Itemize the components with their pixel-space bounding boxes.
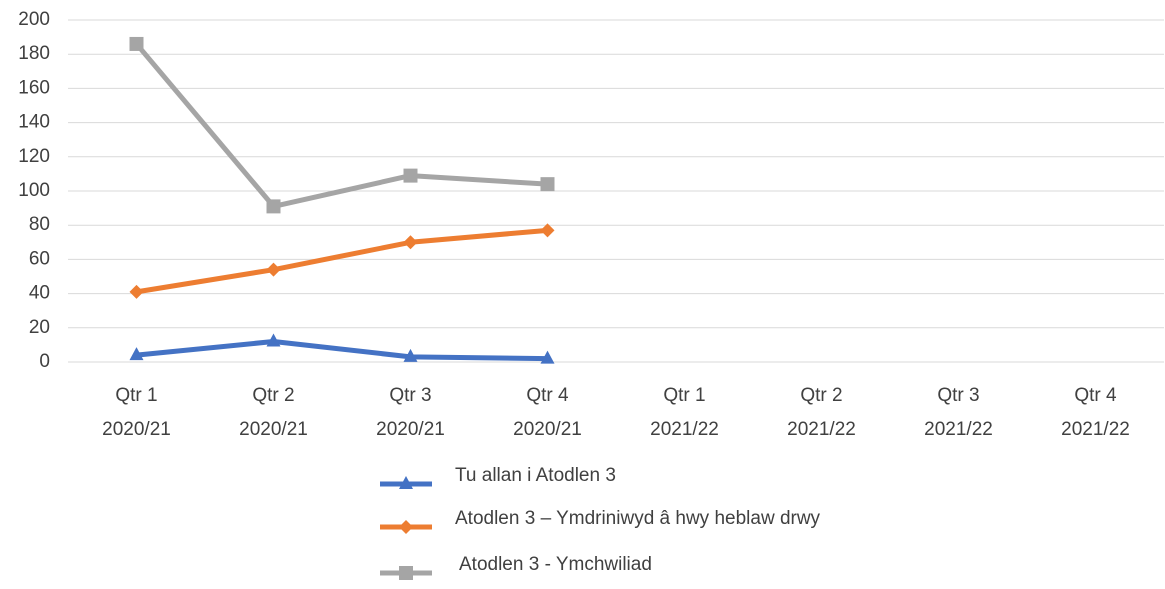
data-point (540, 223, 555, 238)
data-point (403, 168, 418, 183)
data-point (540, 177, 555, 192)
x-tick-label: Qtr 2 2021/22 (787, 385, 856, 440)
y-tick-label: 180 (18, 43, 50, 64)
x-tick-label: Qtr 3 2020/21 (376, 385, 445, 440)
x-tick-label: Qtr 4 2020/21 (513, 385, 582, 440)
data-point (266, 199, 281, 214)
legend-label: Atodlen 3 – Ymdriniwyd â hwy heblaw drwy (455, 508, 821, 529)
series-line (136, 227, 548, 295)
x-tick-label: Qtr 2 2020/21 (239, 385, 308, 440)
y-tick-label: 80 (29, 214, 50, 235)
y-tick-label: 200 (18, 9, 50, 30)
y-tick-label: 60 (29, 248, 50, 269)
y-tick-label: 120 (18, 146, 50, 167)
data-point (129, 284, 144, 299)
series-line (136, 338, 548, 362)
data-point (129, 36, 144, 51)
y-tick-label: 20 (29, 317, 50, 338)
legend-marker (399, 566, 413, 580)
y-tick-label: 140 (18, 112, 50, 133)
x-tick-label: Qtr 1 2021/22 (650, 385, 719, 440)
y-tick-label: 160 (18, 77, 50, 98)
legend-marker (399, 520, 413, 534)
data-point (540, 350, 555, 364)
y-tick-label: 0 (39, 351, 50, 372)
legend-label: Tu allan i Atodlen 3 (455, 465, 616, 486)
legend-label: Atodlen 3 - Ymchwiliad (459, 554, 652, 575)
x-tick-label: Qtr 3 2021/22 (924, 385, 993, 440)
data-point (266, 333, 281, 347)
x-tick-label: Qtr 4 2021/22 (1061, 385, 1130, 440)
x-tick-label: Qtr 1 2020/21 (102, 385, 171, 440)
data-point (129, 347, 144, 361)
legend-marker (399, 476, 413, 489)
y-tick-label: 100 (18, 180, 50, 201)
data-point (403, 235, 418, 250)
data-point (403, 348, 418, 362)
y-tick-label: 40 (29, 283, 50, 304)
data-point (266, 262, 281, 277)
series-line (134, 42, 548, 209)
